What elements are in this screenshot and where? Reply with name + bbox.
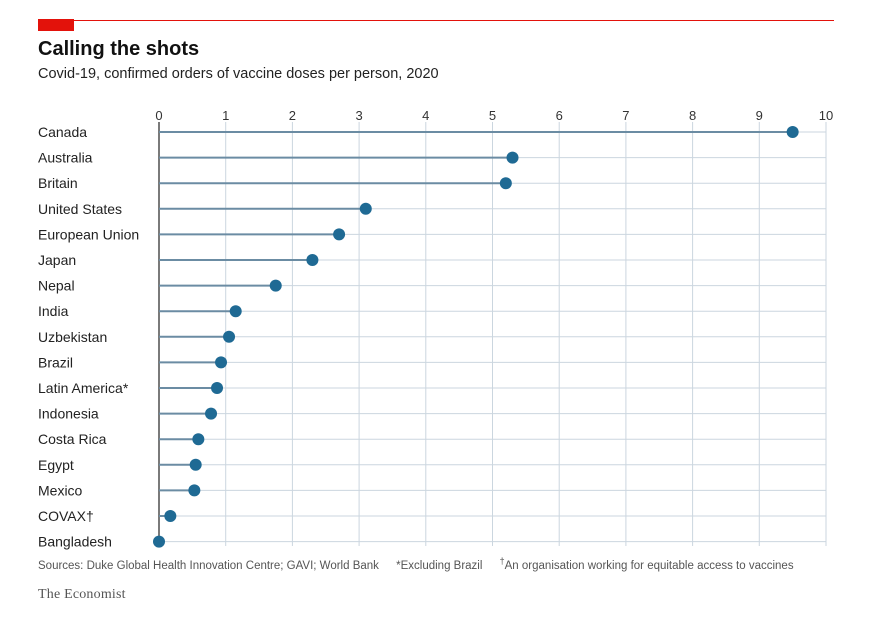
x-tick-label: 4: [422, 108, 429, 123]
category-label: Brazil: [38, 354, 73, 370]
x-tick-label: 3: [355, 108, 362, 123]
category-label: Australia: [38, 150, 93, 166]
lollipop-dot: [506, 151, 519, 164]
publisher-brand: The Economist: [38, 587, 126, 602]
lollipop-dot: [229, 305, 242, 318]
category-label: Latin America*: [38, 380, 129, 396]
category-label: Japan: [38, 252, 76, 268]
lollipop-dot: [269, 279, 282, 292]
x-tick-label: 9: [756, 108, 763, 123]
category-label: Canada: [38, 124, 87, 140]
sources-note: Sources: Duke Global Health Innovation C…: [38, 559, 379, 572]
category-label: Uzbekistan: [38, 329, 107, 345]
lollipop-dot: [359, 202, 372, 215]
x-tick-label: 5: [489, 108, 496, 123]
lollipop-dot: [223, 330, 236, 343]
x-tick-label: 8: [689, 108, 696, 123]
lollipop-dot: [164, 510, 177, 522]
category-label: Costa Rica: [38, 431, 107, 447]
lollipop-dot: [211, 382, 224, 394]
category-label: COVAX†: [38, 508, 94, 524]
category-label: India: [38, 303, 69, 319]
lollipop-dot: [215, 356, 228, 369]
footnote-excluding-brazil: *Excluding Brazil: [396, 559, 483, 572]
x-tick-label: 1: [222, 108, 229, 123]
chart-footnotes: Sources: Duke Global Health Innovation C…: [38, 556, 808, 572]
category-label: Mexico: [38, 482, 83, 498]
brand-red-tag: [38, 19, 74, 31]
x-tick-label: 2: [289, 108, 296, 123]
chart-subtitle: Covid-19, confirmed orders of vaccine do…: [38, 66, 439, 82]
x-tick-label: 10: [819, 108, 833, 123]
x-tick-label: 7: [622, 108, 629, 123]
lollipop-dot: [205, 407, 218, 420]
lollipop-dot: [153, 535, 165, 548]
top-rule: [74, 20, 834, 21]
footnote-covax: An organisation working for equitable ac…: [504, 559, 794, 572]
category-label: Indonesia: [38, 406, 99, 422]
category-label: United States: [38, 201, 122, 217]
category-label: Britain: [38, 175, 78, 191]
lollipop-dot: [306, 254, 319, 266]
lollipop-dot: [192, 433, 205, 446]
x-tick-label: 0: [155, 108, 162, 123]
lollipop-dot: [333, 228, 346, 241]
lollipop-dot: [189, 458, 202, 471]
category-label: European Union: [38, 226, 139, 242]
lollipop-dot: [499, 177, 512, 190]
category-label: Egypt: [38, 457, 74, 473]
category-label: Bangladesh: [38, 534, 112, 550]
footnote-dagger: †: [499, 556, 505, 566]
x-tick-label: 6: [556, 108, 563, 123]
category-label: Nepal: [38, 278, 75, 294]
chart-title: Calling the shots: [38, 38, 200, 60]
lollipop-dot: [786, 126, 799, 138]
lollipop-dot: [188, 484, 201, 497]
